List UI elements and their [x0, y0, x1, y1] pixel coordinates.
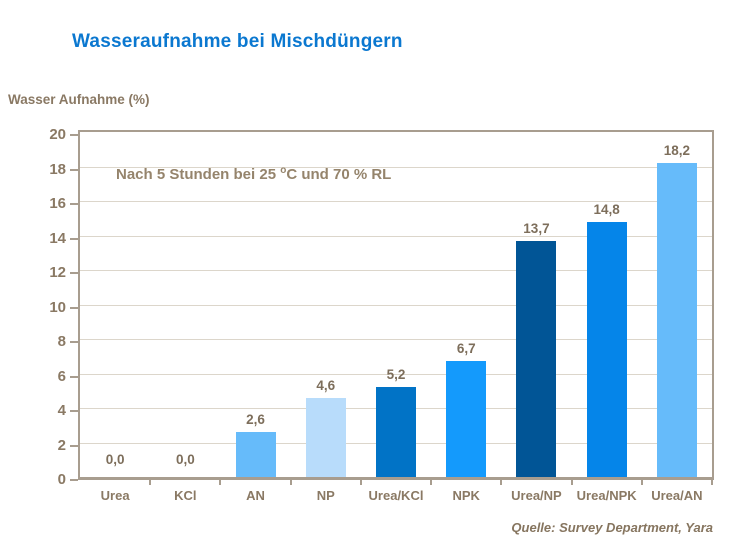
x-category-label: AN	[246, 488, 265, 503]
y-tick-label: 2	[57, 436, 66, 454]
annotation-text-pre: Nach 5 Stunden bei 25	[116, 166, 281, 183]
bar-urea-np	[516, 240, 557, 477]
bar-urea-npk	[586, 221, 627, 477]
annotation-text-post: C und 70 % RL	[286, 166, 392, 183]
bar-npk	[446, 361, 487, 477]
gridline	[80, 270, 712, 271]
y-tick-label: 8	[57, 333, 66, 350]
gridline	[80, 235, 712, 237]
bar-urea-kcl	[376, 387, 416, 477]
x-category-label: Urea/NP	[511, 488, 562, 503]
x-tick-mark	[711, 480, 713, 485]
condition-annotation: Nach 5 Stunden bei 25 oC und 70 % RL	[116, 165, 391, 183]
y-tick-label: 4	[57, 402, 66, 419]
y-tick-mark	[70, 272, 78, 274]
y-tick-mark	[70, 306, 78, 309]
bar-np	[305, 397, 346, 477]
bar-value-label: 2,6	[246, 412, 265, 428]
source-credit: Quelle: Survey Department, Yara	[511, 520, 713, 535]
bar-urea-an	[656, 163, 697, 477]
bar-value-label: 13,7	[523, 220, 550, 236]
y-tick-label: 20	[49, 126, 66, 143]
x-tick-mark	[570, 480, 573, 485]
y-tick-mark	[70, 134, 78, 136]
y-tick-mark	[70, 479, 78, 481]
gridline	[80, 373, 712, 375]
y-tick-label: 10	[49, 298, 66, 316]
bar-value-label: 0,0	[105, 452, 125, 467]
gridline	[80, 339, 712, 340]
x-tick-mark	[289, 480, 292, 485]
y-tick-label: 6	[57, 367, 66, 385]
x-category-label: Urea/KCl	[368, 488, 424, 503]
y-tick-mark	[70, 410, 78, 412]
y-tick-label: 18	[49, 160, 66, 178]
x-tick-mark	[640, 480, 643, 485]
y-tick-label: 12	[49, 264, 66, 281]
gridline	[80, 201, 712, 202]
y-axis-title: Wasser Aufnahme (%)	[8, 92, 150, 107]
x-category-label: NPK	[452, 488, 480, 503]
y-tick-mark	[70, 203, 78, 205]
chart-title: Wasseraufnahme bei Mischdüngern	[72, 31, 403, 52]
x-category-label: Urea/NPK	[576, 488, 637, 503]
x-tick-mark	[149, 480, 152, 485]
x-category-label: Urea	[100, 488, 130, 503]
x-tick-mark	[359, 480, 362, 485]
y-tick-mark	[70, 237, 78, 240]
y-tick-label: 16	[49, 195, 66, 212]
bar-value-label: 18,2	[663, 143, 691, 159]
y-tick-mark	[70, 375, 78, 378]
y-tick-mark	[70, 168, 78, 171]
bar-value-label: 4,6	[316, 377, 336, 393]
bar-value-label: 5,2	[386, 367, 406, 383]
bar-an	[235, 432, 276, 477]
x-category-label: Urea/AN	[651, 488, 703, 503]
plot-area: 0,0 0,0 2,6 4,6 5,2 6,7 13,7 14,8 18,2 Nach 5 St…	[78, 130, 714, 480]
gridline	[80, 166, 712, 168]
annotation-degree-sup: o	[280, 165, 287, 176]
y-tick-mark	[70, 341, 78, 343]
bar-value-label: 14,8	[593, 201, 620, 217]
bar-value-label: 6,7	[456, 341, 476, 357]
x-category-label: KCl	[174, 488, 197, 503]
y-tick-label: 0	[57, 471, 66, 488]
bar-value-label: 0,0	[175, 452, 195, 467]
x-category-label: NP	[316, 488, 335, 503]
x-tick-mark	[500, 480, 503, 485]
x-tick-mark	[430, 480, 433, 485]
y-tick-label: 14	[49, 229, 66, 247]
gridline	[80, 304, 712, 306]
x-tick-mark	[219, 480, 222, 485]
y-tick-mark	[70, 444, 78, 447]
